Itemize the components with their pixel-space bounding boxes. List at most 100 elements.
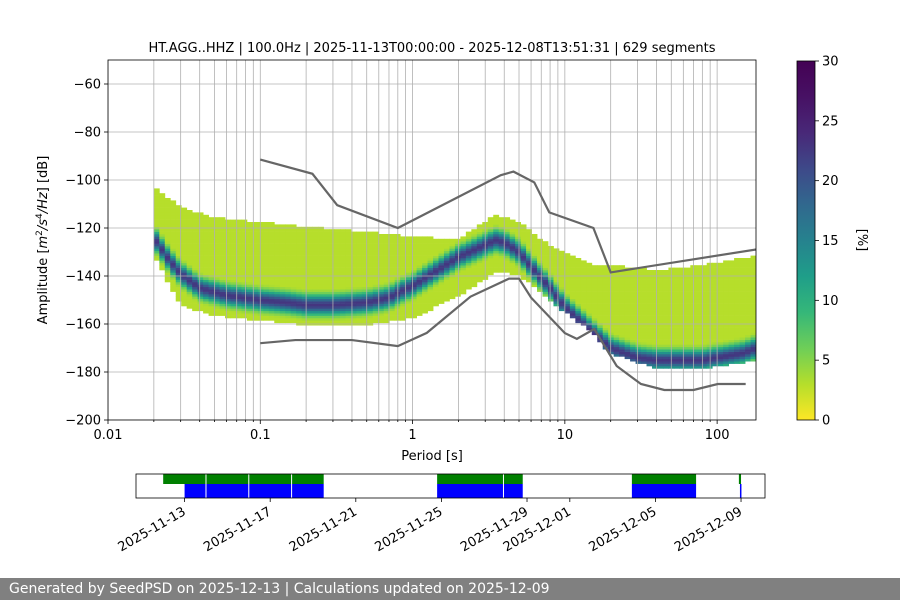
heatmap-cell [203,217,209,220]
heatmap-cell [454,277,461,280]
heatmap-cell [274,294,281,297]
heatmap-cell [290,243,297,247]
heatmap-cell [564,282,571,285]
heatmap-cell [465,234,472,237]
heatmap-cell [159,229,166,232]
heatmap-cell [646,361,653,364]
heatmap-cell [219,289,226,292]
heatmap-cell [383,253,390,256]
heatmap-cell [411,248,417,252]
heatmap-cell [170,238,177,242]
heatmap-cell [356,260,363,264]
heatmap-cell [651,361,658,364]
heatmap-cell [679,358,686,362]
heatmap-cell [301,320,308,324]
heatmap-cell [520,277,527,280]
heatmap-cell [646,296,653,300]
heatmap-cell [745,277,751,280]
heatmap-cell [235,291,242,295]
heatmap-cell [520,243,527,247]
heatmap-cell [350,308,357,312]
heatmap-cell [547,282,554,285]
heatmap-cell [318,236,324,240]
heatmap-cell [323,265,330,268]
heatmap-cell [433,301,439,304]
heatmap-cell [745,260,751,264]
heatmap-cell [246,238,253,242]
heatmap-cell [542,289,549,292]
heatmap-cell [438,279,445,283]
heatmap-cell [438,258,445,261]
heatmap-cell [515,262,522,266]
heatmap-cell [170,200,177,204]
heatmap-cell [230,286,237,290]
heatmap-cell [438,289,445,292]
heatmap-cell [274,296,281,300]
heatmap-cell [586,298,593,302]
heatmap-cell [175,224,182,228]
heatmap-cell [400,246,407,249]
heatmap-cell [290,313,297,316]
heatmap-cell [608,330,615,333]
heatmap-cell [712,320,719,324]
heatmap-cell [531,272,538,276]
x-tick-label: 0.1 [250,428,271,443]
heatmap-cell [246,291,253,295]
heatmap-cell [422,265,428,268]
heatmap-cell [274,234,281,237]
heatmap-cell [608,284,615,288]
heatmap-cell [641,272,647,276]
heatmap-cell [433,282,439,285]
heatmap-cell [372,246,379,249]
heatmap-cell [164,212,171,216]
heatmap-cell [597,301,604,304]
heatmap-cell [274,262,281,266]
heatmap-cell [471,267,478,271]
heatmap-cell [164,219,171,223]
heatmap-cell [734,303,740,307]
heatmap-cell [203,301,209,304]
heatmap-cell [361,241,368,244]
heatmap-cell [717,289,724,292]
heatmap-cell [411,310,417,314]
heatmap-cell [329,258,335,261]
heatmap-cell [192,255,199,259]
heatmap-cell [318,265,324,268]
heatmap-cell [181,210,188,213]
heatmap-cell [263,258,270,261]
heatmap-cell [537,270,543,273]
heatmap-cell [575,289,582,292]
heatmap-cell [706,342,713,345]
heatmap-cell [263,234,270,237]
heatmap-cell [454,284,461,288]
heatmap-cell [197,277,204,280]
timeline-date-ticks: 2025-11-13 2025-11-17 2025-11-21 2025-11-25… [116,498,745,555]
heatmap-cell [449,286,456,290]
heatmap-cell [422,262,428,266]
heatmap-cell [493,234,500,237]
heatmap-cell [728,342,735,345]
heatmap-cell [558,272,565,276]
heatmap-cell [542,262,549,266]
heatmap-cell [460,267,467,271]
heatmap-cell [252,231,259,235]
heatmap-cell [263,315,270,319]
heatmap-cell [717,303,724,307]
heatmap-cell [405,282,412,285]
heatmap-cell [745,358,751,362]
heatmap-cell [416,272,423,276]
heatmap-cell [679,267,686,271]
heatmap-cell [350,241,357,244]
heatmap-cell [203,303,209,307]
heatmap-cell [411,277,417,280]
heatmap-cell [750,284,756,288]
heatmap-cell [356,270,363,273]
heatmap-cell [542,286,549,290]
heatmap-cell [318,241,324,244]
heatmap-cell [553,296,560,300]
heatmap-cell [624,318,631,321]
heatmap-cell [608,296,615,300]
heatmap-cell [356,313,363,316]
heatmap-cell [427,265,434,268]
heatmap-cell [427,296,434,300]
